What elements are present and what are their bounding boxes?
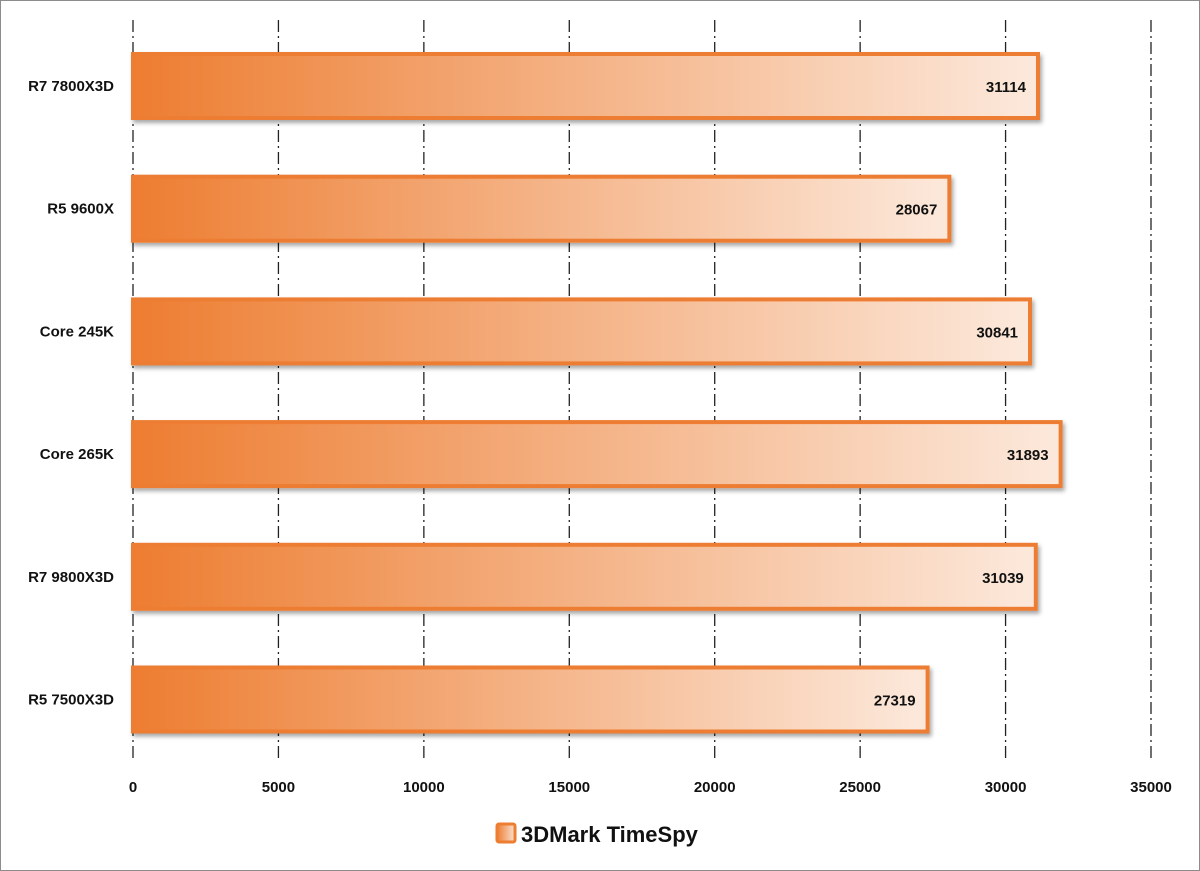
- x-tick-label: 35000: [1130, 779, 1172, 796]
- data-label: 31039: [982, 570, 1024, 587]
- category-label: Core 265K: [40, 446, 114, 463]
- x-tick-label: 10000: [403, 779, 445, 796]
- bar: [131, 52, 1040, 120]
- legend-label: 3DMark TimeSpy: [521, 822, 699, 847]
- x-tick-label: 30000: [985, 779, 1027, 796]
- bar: [131, 420, 1063, 489]
- bar: [131, 297, 1033, 366]
- x-tick-label: 5000: [262, 779, 295, 796]
- data-label: 28067: [896, 202, 938, 219]
- x-tick-label: 0: [129, 779, 137, 796]
- x-tick-label: 20000: [694, 779, 736, 796]
- bar: [131, 174, 952, 243]
- category-label: R7 9800X3D: [28, 569, 114, 586]
- data-label: 31893: [1007, 447, 1049, 464]
- data-label: 31114: [986, 79, 1027, 96]
- category-label: Core 245K: [40, 323, 114, 340]
- legend-swatch: [495, 822, 517, 844]
- bar: [131, 542, 1038, 611]
- data-label: 30841: [976, 324, 1018, 341]
- data-label: 27319: [874, 693, 916, 710]
- x-tick-label: 15000: [548, 779, 590, 796]
- category-label: R5 9600X: [47, 201, 114, 218]
- legend: 3DMark TimeSpy: [495, 822, 699, 847]
- x-tick-label: 25000: [839, 779, 881, 796]
- category-label: R5 7500X3D: [28, 692, 114, 709]
- category-label: R7 7800X3D: [28, 78, 114, 95]
- bar: [131, 665, 930, 734]
